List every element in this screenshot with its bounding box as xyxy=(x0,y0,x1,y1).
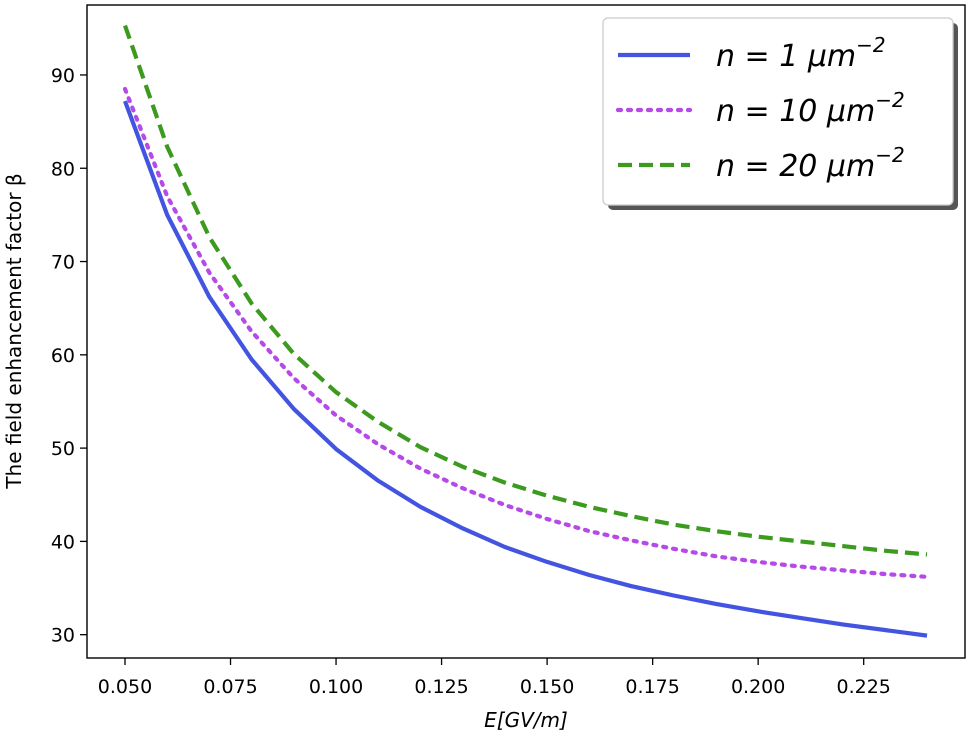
y-tick-label: 40 xyxy=(51,531,75,553)
x-tick-label: 0.075 xyxy=(203,676,257,698)
x-tick-label: 0.150 xyxy=(520,676,574,698)
y-tick-label: 50 xyxy=(51,438,75,460)
legend: n = 1 μm−2n = 10 μm−2n = 20 μm−2 xyxy=(603,18,958,210)
y-tick-label: 30 xyxy=(51,625,75,647)
y-tick-label: 60 xyxy=(51,345,75,367)
x-tick-label: 0.125 xyxy=(414,676,468,698)
y-tick-label: 70 xyxy=(51,252,75,274)
x-tick-label: 0.050 xyxy=(98,676,152,698)
x-tick-label: 0.175 xyxy=(625,676,679,698)
y-tick-label: 80 xyxy=(51,158,75,180)
y-tick-label: 90 xyxy=(51,65,75,87)
x-tick-label: 0.225 xyxy=(836,676,890,698)
y-axis-label: The field enhancement factor β xyxy=(2,173,26,489)
x-tick-label: 0.200 xyxy=(731,676,785,698)
x-axis-label: E[GV/m] xyxy=(484,708,568,732)
x-tick-label: 0.100 xyxy=(309,676,363,698)
